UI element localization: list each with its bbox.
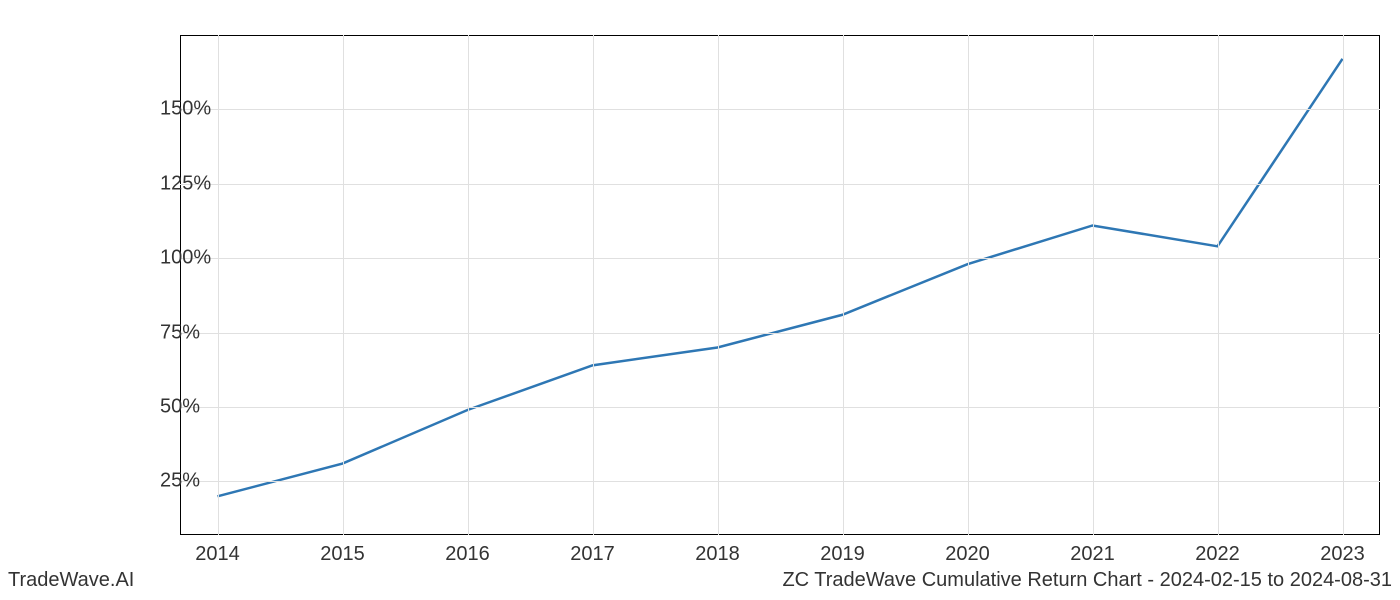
grid-line-horizontal — [180, 258, 1380, 259]
grid-line-horizontal — [180, 109, 1380, 110]
footer-caption: ZC TradeWave Cumulative Return Chart - 2… — [782, 569, 1392, 592]
y-tick-label: 75% — [160, 321, 165, 344]
x-tick-label: 2023 — [1320, 543, 1365, 566]
y-tick-label: 50% — [160, 396, 165, 419]
y-tick-label: 25% — [160, 470, 165, 493]
x-tick-label: 2014 — [195, 543, 240, 566]
chart-container: 2014201520162017201820192020202120222023… — [180, 35, 1380, 535]
grid-line-horizontal — [180, 407, 1380, 408]
grid-line-horizontal — [180, 481, 1380, 482]
x-tick-label: 2021 — [1070, 543, 1115, 566]
grid-line-horizontal — [180, 333, 1380, 334]
y-tick-label: 100% — [160, 247, 165, 270]
x-tick-label: 2017 — [570, 543, 615, 566]
x-tick-label: 2020 — [945, 543, 990, 566]
x-tick-label: 2016 — [445, 543, 490, 566]
x-tick-label: 2018 — [695, 543, 740, 566]
x-tick-label: 2019 — [820, 543, 865, 566]
grid-line-horizontal — [180, 184, 1380, 185]
x-tick-label: 2022 — [1195, 543, 1240, 566]
x-tick-label: 2015 — [320, 543, 365, 566]
footer-brand: TradeWave.AI — [8, 569, 134, 592]
y-tick-label: 125% — [160, 172, 165, 195]
y-tick-label: 150% — [160, 98, 165, 121]
